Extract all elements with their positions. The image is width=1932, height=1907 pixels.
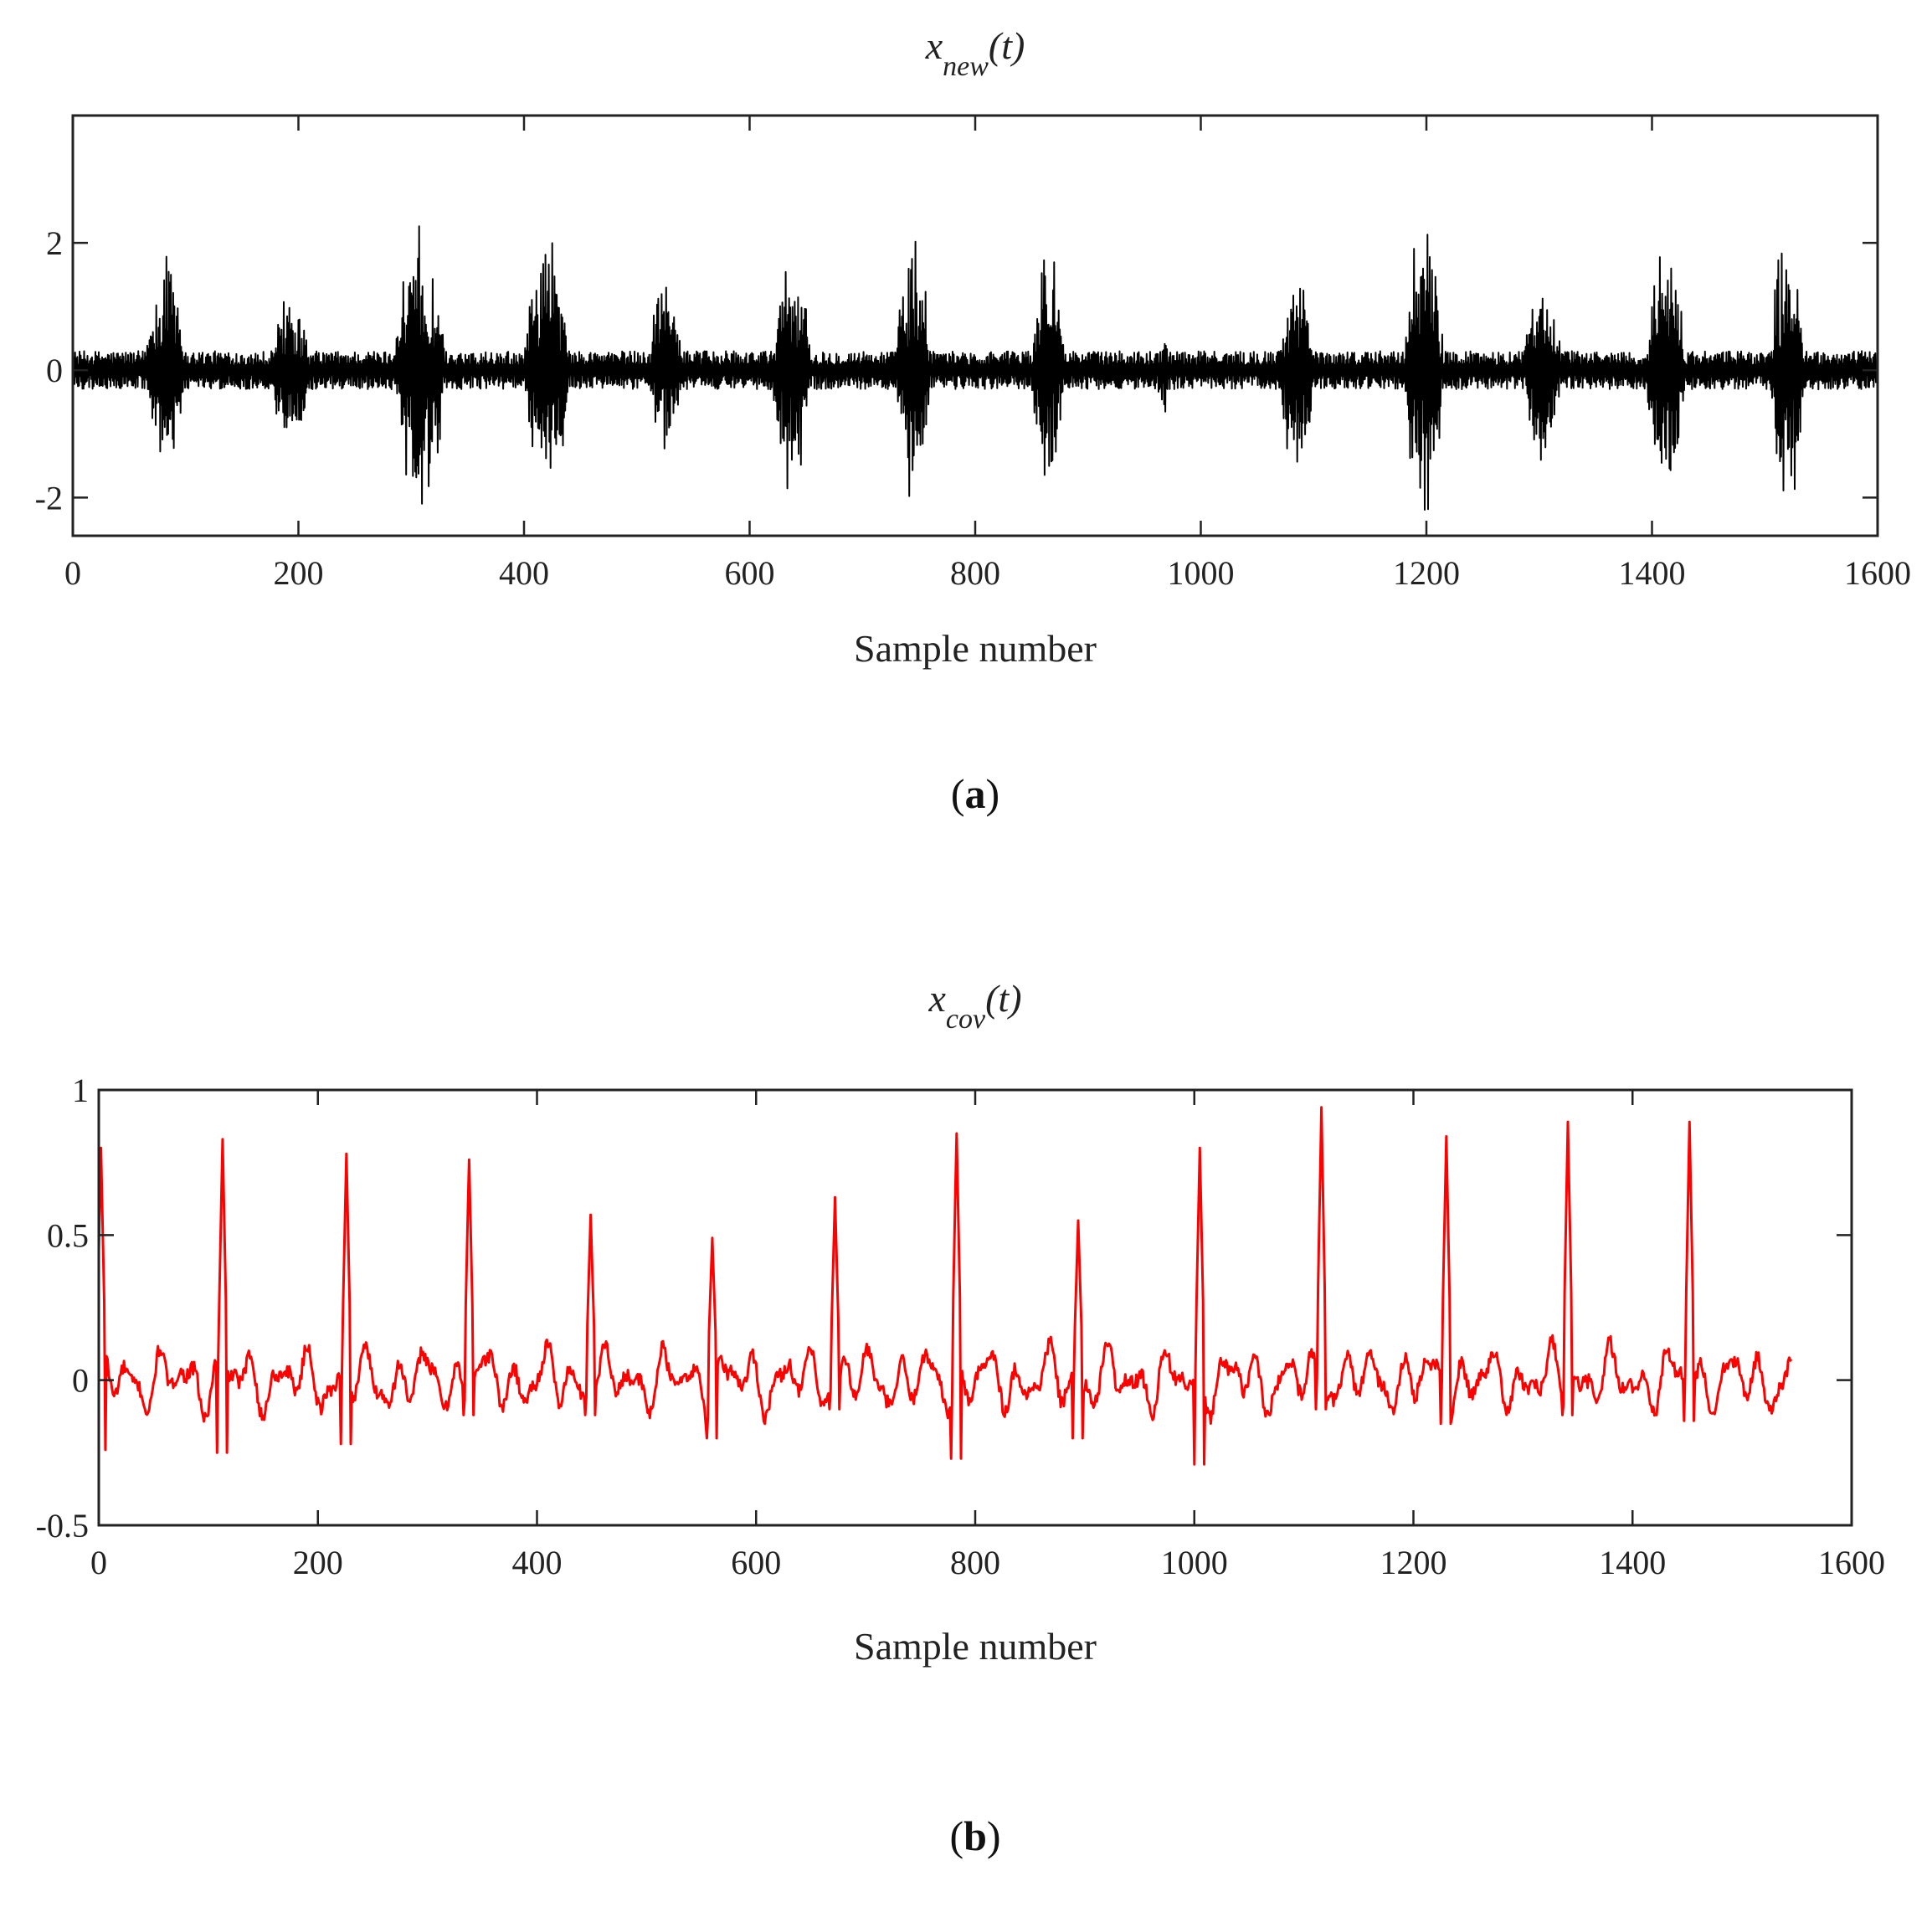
x-tick-label: 1400 [1599, 1544, 1666, 1581]
chart-panel-b: xcov(t) 0 200 400 600 800 1000 1200 1400 1600 -0.5… [36, 977, 1885, 1859]
x-tick-label: 0 [64, 554, 81, 592]
title-subscript: cov [946, 1004, 986, 1035]
plot-frame [71, 114, 1879, 537]
panel-label: (a) [951, 770, 999, 817]
title-subscript: new [943, 51, 989, 82]
y-tick-label: -0.5 [36, 1507, 89, 1545]
y-tick-label: 0 [72, 1362, 89, 1400]
title-suffix: (t) [985, 977, 1021, 1020]
chart-title: xcov(t) [927, 977, 1021, 1035]
x-tick-label: 200 [293, 1544, 343, 1581]
series-line [73, 225, 1878, 511]
chart-panel-a: xnew(t)0 200 400 600 800 1000 1200 1400 1600-202… [35, 24, 1911, 817]
y-tick-label: 0 [46, 352, 63, 389]
y-tick-label: 0.5 [47, 1216, 89, 1254]
y-tick-label: -2 [35, 479, 63, 517]
x-tick-label: 400 [512, 1544, 563, 1581]
panel-label: (b) [949, 1812, 1000, 1859]
x-tick-label: 1200 [1380, 1544, 1447, 1581]
plot-frame [97, 1088, 1853, 1527]
x-tick-label: 400 [499, 554, 549, 592]
chart-title: xnew(t) [925, 24, 1025, 82]
x-tick-label: 1200 [1393, 554, 1460, 592]
panel-label-letter: b [963, 1812, 987, 1859]
panel-label-open: ( [949, 1812, 963, 1859]
panel-label-close: ) [986, 770, 1000, 817]
panel-label-close: ) [987, 1812, 1001, 1859]
y-tick-label: 1 [72, 1072, 89, 1109]
x-tick-label: 800 [950, 554, 1000, 592]
x-tick-label: 1600 [1844, 554, 1911, 592]
x-tick-label: 600 [725, 554, 775, 592]
y-tick-label: 2 [46, 224, 63, 262]
x-tick-label: 1000 [1168, 554, 1235, 592]
title-main: x [927, 977, 946, 1020]
x-tick-label: 0 [90, 1544, 107, 1581]
x-tick-label: 1400 [1619, 554, 1686, 592]
x-tick-label: 1000 [1161, 1544, 1228, 1581]
x-tick-label: 600 [731, 1544, 781, 1581]
panel-label-open: ( [951, 770, 965, 817]
panel-label-letter: a [965, 770, 986, 817]
x-tick-label: 800 [950, 1544, 1000, 1581]
x-axis-label: Sample number [854, 1625, 1097, 1668]
x-tick-label: 1600 [1818, 1544, 1885, 1581]
x-axis-label: Sample number [854, 627, 1097, 670]
title-suffix: (t) [989, 24, 1025, 67]
series-line [99, 1106, 1793, 1466]
title-main: x [925, 24, 943, 67]
x-tick-label: 200 [274, 554, 324, 592]
